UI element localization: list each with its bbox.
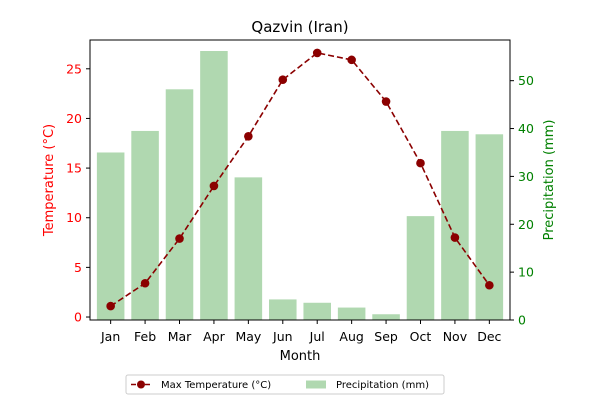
x-tick-label: Jul xyxy=(309,329,325,344)
precipitation-bar xyxy=(165,89,194,320)
precipitation-bar xyxy=(372,314,400,320)
x-tick-label: Aug xyxy=(339,329,363,344)
y-left-tick-label: 15 xyxy=(66,161,82,176)
precipitation-bar xyxy=(475,134,504,320)
x-axis-title: Month xyxy=(280,349,321,364)
temperature-series-line xyxy=(110,52,490,307)
precipitation-bar xyxy=(303,302,331,320)
y-right-tick-label: 10 xyxy=(518,265,534,280)
y-left-tick-label: 10 xyxy=(66,210,82,225)
temperature-point xyxy=(485,280,494,290)
y-right-tick-label: 50 xyxy=(518,73,534,88)
y-right-axis: 0 10 20 30 40 50 xyxy=(510,73,534,328)
temperature-point xyxy=(106,301,115,311)
y-right-tick-label: 40 xyxy=(518,121,534,136)
x-tick-label: Apr xyxy=(203,329,225,344)
y-left-axis-title: Temperature (°C) xyxy=(42,124,57,237)
x-tick-label: Dec xyxy=(477,329,501,344)
precipitation-bar xyxy=(131,130,159,320)
temperature-point xyxy=(175,234,184,243)
temperature-point xyxy=(312,48,322,58)
temperature-point xyxy=(244,132,253,141)
precipitation-bar xyxy=(441,130,469,320)
y-left-axis: 0 5 10 15 20 25 xyxy=(66,61,90,325)
y-left-tick-label: 5 xyxy=(74,260,82,275)
temperature-point xyxy=(209,181,219,191)
y-right-tick-label: 20 xyxy=(518,217,534,232)
x-axis: Jan Feb Mar Apr May Jun Jul Aug Sep Oct Nov Dec xyxy=(100,320,502,344)
temperature-point xyxy=(450,233,460,242)
temperature-point xyxy=(381,97,391,106)
precipitation-bar xyxy=(269,299,297,320)
x-tick-label: May xyxy=(235,329,261,344)
temperature-line xyxy=(106,48,494,311)
precipitation-bar xyxy=(337,307,366,320)
y-right-tick-label: 30 xyxy=(518,169,534,184)
y-left-tick-label: 0 xyxy=(74,310,82,325)
legend-bar-swatch xyxy=(306,380,326,389)
temperature-point xyxy=(416,158,425,168)
y-left-tick-label: 20 xyxy=(66,111,82,126)
precipitation-bars xyxy=(96,51,504,321)
temperature-point xyxy=(278,75,288,85)
x-tick-label: Feb xyxy=(134,329,156,344)
x-tick-label: Oct xyxy=(410,329,432,344)
x-tick-label: Jun xyxy=(272,329,293,344)
temperature-point xyxy=(347,55,356,65)
y-right-axis-title: Precipitation (mm) xyxy=(542,120,557,241)
legend: Max Temperature (°C) Precipitation (mm) xyxy=(125,374,445,395)
y-right-tick-label: 0 xyxy=(518,313,526,328)
x-tick-label: Jan xyxy=(100,329,120,344)
legend-label-precipitation: Precipitation (mm) xyxy=(336,380,429,391)
legend-label-temperature: Max Temperature (°C) xyxy=(161,380,271,391)
plot-frame xyxy=(89,39,511,321)
precipitation-bar xyxy=(234,177,263,320)
precipitation-bar xyxy=(96,152,125,320)
temperature-point xyxy=(140,278,150,288)
legend-marker-swatch xyxy=(137,380,145,389)
y-left-tick-label: 25 xyxy=(66,61,82,76)
x-tick-label: Sep xyxy=(374,329,398,344)
x-tick-label: Nov xyxy=(443,329,468,344)
chart-title: Qazvin (Iran) xyxy=(251,18,348,36)
legend-box xyxy=(125,374,445,395)
precipitation-bar xyxy=(406,216,435,320)
x-tick-label: Mar xyxy=(168,329,192,344)
